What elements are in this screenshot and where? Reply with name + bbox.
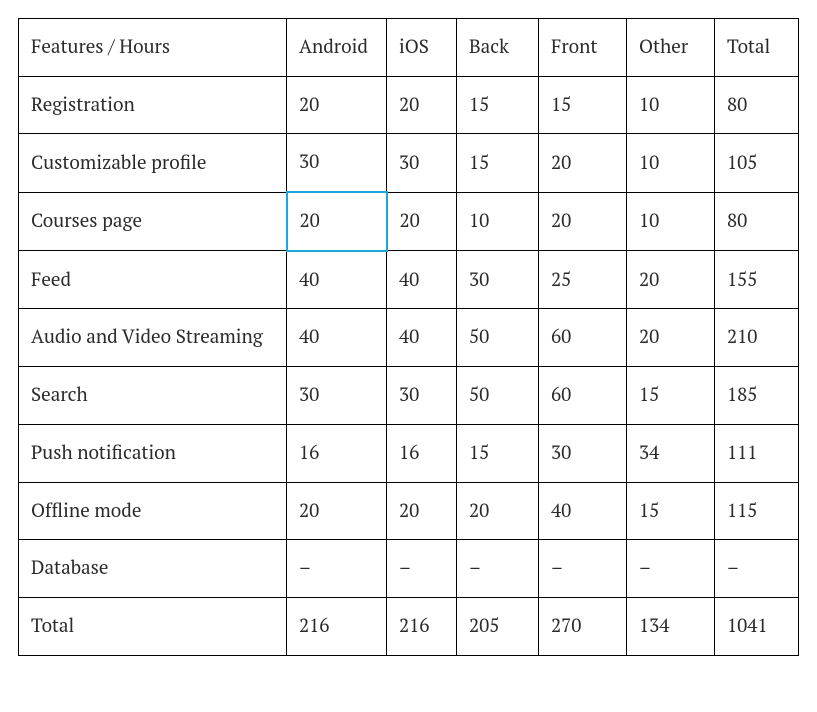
hours-cell: 30 bbox=[387, 367, 457, 425]
table-row: Offline mode2020204015115 bbox=[19, 482, 799, 540]
hours-cell: 115 bbox=[715, 482, 799, 540]
hours-cell: 20 bbox=[387, 482, 457, 540]
hours-cell: 80 bbox=[715, 192, 799, 251]
hours-cell: 20 bbox=[287, 192, 387, 251]
hours-cell: 80 bbox=[715, 76, 799, 134]
hours-cell: – bbox=[457, 540, 539, 598]
table-row: Database–––––– bbox=[19, 540, 799, 598]
hours-cell: 15 bbox=[457, 76, 539, 134]
hours-cell: 20 bbox=[627, 309, 715, 367]
hours-cell: 10 bbox=[627, 192, 715, 251]
hours-cell: 155 bbox=[715, 251, 799, 309]
table-row: Courses page202010201080 bbox=[19, 192, 799, 251]
hours-cell: 16 bbox=[387, 424, 457, 482]
hours-cell: 185 bbox=[715, 367, 799, 425]
hours-cell: 20 bbox=[287, 482, 387, 540]
hours-cell: 20 bbox=[387, 76, 457, 134]
hours-cell: 10 bbox=[457, 192, 539, 251]
hours-cell: 40 bbox=[539, 482, 627, 540]
hours-cell: 30 bbox=[457, 251, 539, 309]
hours-cell: 10 bbox=[627, 76, 715, 134]
hours-cell: 20 bbox=[539, 134, 627, 192]
hours-cell: 34 bbox=[627, 424, 715, 482]
table-row: Push notification1616153034111 bbox=[19, 424, 799, 482]
hours-cell: 40 bbox=[287, 251, 387, 309]
hours-cell: 105 bbox=[715, 134, 799, 192]
col-header-total: Total bbox=[715, 19, 799, 77]
hours-cell: 210 bbox=[715, 309, 799, 367]
hours-cell: 60 bbox=[539, 367, 627, 425]
table-row: Customizable profile3030152010105 bbox=[19, 134, 799, 192]
hours-cell: 15 bbox=[457, 134, 539, 192]
hours-cell: 16 bbox=[287, 424, 387, 482]
hours-cell: 10 bbox=[627, 134, 715, 192]
hours-cell: 15 bbox=[457, 424, 539, 482]
table-body: Registration202015151080Customizable pro… bbox=[19, 76, 799, 655]
col-header-android: Android bbox=[287, 19, 387, 77]
hours-cell: – bbox=[715, 540, 799, 598]
table-row: Total2162162052701341041 bbox=[19, 597, 799, 655]
hours-cell: 20 bbox=[627, 251, 715, 309]
hours-cell: 1041 bbox=[715, 597, 799, 655]
hours-cell: 270 bbox=[539, 597, 627, 655]
table-row: Registration202015151080 bbox=[19, 76, 799, 134]
hours-cell: 30 bbox=[287, 134, 387, 192]
hours-cell: 15 bbox=[627, 367, 715, 425]
feature-name-cell: Push notification bbox=[19, 424, 287, 482]
hours-cell: 25 bbox=[539, 251, 627, 309]
table-row: Feed4040302520155 bbox=[19, 251, 799, 309]
col-header-front: Front bbox=[539, 19, 627, 77]
hours-cell: 216 bbox=[387, 597, 457, 655]
hours-cell: 20 bbox=[387, 192, 457, 251]
hours-cell: 50 bbox=[457, 309, 539, 367]
hours-cell: 40 bbox=[387, 309, 457, 367]
hours-cell: 60 bbox=[539, 309, 627, 367]
feature-name-cell: Search bbox=[19, 367, 287, 425]
hours-cell: 30 bbox=[539, 424, 627, 482]
col-header-ios: iOS bbox=[387, 19, 457, 77]
col-header-features: Features / Hours bbox=[19, 19, 287, 77]
table-row: Search3030506015185 bbox=[19, 367, 799, 425]
hours-cell: 216 bbox=[287, 597, 387, 655]
feature-name-cell: Audio and Video Streaming bbox=[19, 309, 287, 367]
col-header-back: Back bbox=[457, 19, 539, 77]
feature-name-cell: Courses page bbox=[19, 192, 287, 251]
hours-cell: – bbox=[287, 540, 387, 598]
hours-cell: 30 bbox=[287, 367, 387, 425]
table-row: Audio and Video Streaming4040506020210 bbox=[19, 309, 799, 367]
feature-name-cell: Database bbox=[19, 540, 287, 598]
feature-name-cell: Registration bbox=[19, 76, 287, 134]
feature-name-cell: Feed bbox=[19, 251, 287, 309]
hours-cell: 50 bbox=[457, 367, 539, 425]
hours-cell: 15 bbox=[539, 76, 627, 134]
table-header-row: Features / Hours Android iOS Back Front … bbox=[19, 19, 799, 77]
hours-cell: 134 bbox=[627, 597, 715, 655]
hours-cell: 20 bbox=[539, 192, 627, 251]
hours-cell: 30 bbox=[387, 134, 457, 192]
feature-name-cell: Customizable profile bbox=[19, 134, 287, 192]
hours-cell: 20 bbox=[457, 482, 539, 540]
hours-cell: 205 bbox=[457, 597, 539, 655]
feature-name-cell: Offline mode bbox=[19, 482, 287, 540]
hours-cell: – bbox=[627, 540, 715, 598]
features-hours-table: Features / Hours Android iOS Back Front … bbox=[18, 18, 799, 656]
hours-cell: 40 bbox=[387, 251, 457, 309]
hours-cell: 20 bbox=[287, 76, 387, 134]
hours-cell: 111 bbox=[715, 424, 799, 482]
hours-cell: 15 bbox=[627, 482, 715, 540]
hours-cell: – bbox=[387, 540, 457, 598]
hours-cell: – bbox=[539, 540, 627, 598]
hours-cell: 40 bbox=[287, 309, 387, 367]
col-header-other: Other bbox=[627, 19, 715, 77]
feature-name-cell: Total bbox=[19, 597, 287, 655]
